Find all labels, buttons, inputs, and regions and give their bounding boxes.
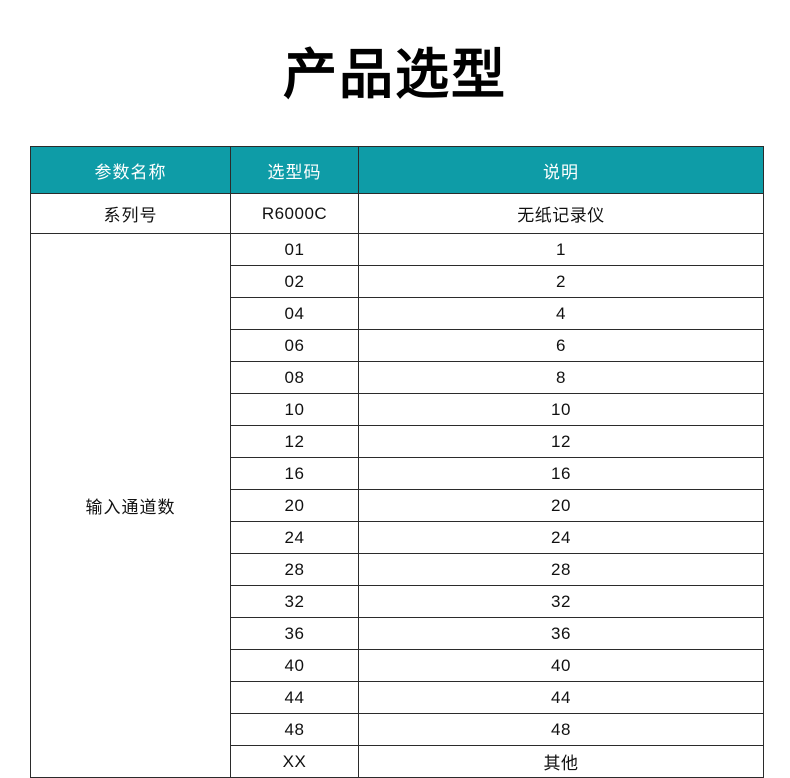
selection-code-cell: 01 bbox=[230, 233, 359, 266]
description-cell: 10 bbox=[358, 393, 764, 426]
description-cell: 20 bbox=[358, 489, 764, 522]
selection-code-cell: 10 bbox=[230, 393, 359, 426]
description-cell: 1 bbox=[358, 233, 764, 266]
selection-code-cell: 40 bbox=[230, 649, 359, 682]
description-cell: 6 bbox=[358, 329, 764, 362]
selection-code-cell: 20 bbox=[230, 489, 359, 522]
description-cell: 4 bbox=[358, 297, 764, 330]
table-row: 36 36 bbox=[31, 617, 764, 650]
description-cell: 40 bbox=[358, 649, 764, 682]
product-selection-page: 产品选型 参数名称 选型码 说明 系列号 R6000C 无纸记录仪 输入通道数 01 1 0… bbox=[30, 45, 764, 778]
param-name-cell: 输入通道数 bbox=[30, 233, 231, 778]
selection-code-cell: 08 bbox=[230, 361, 359, 394]
param-name-cell: 系列号 bbox=[30, 193, 231, 234]
column-header-selection-code: 选型码 bbox=[230, 146, 359, 194]
table-row: 16 16 bbox=[31, 457, 764, 490]
spec-table-container: 参数名称 选型码 说明 系列号 R6000C 无纸记录仪 输入通道数 01 1 02 2 04 4… bbox=[30, 146, 764, 778]
selection-code-cell: 04 bbox=[230, 297, 359, 330]
selection-code-cell: XX bbox=[230, 745, 359, 778]
selection-code-cell: 32 bbox=[230, 585, 359, 618]
table-row: 系列号 R6000C 无纸记录仪 bbox=[30, 193, 764, 234]
table-row: 04 4 bbox=[31, 297, 764, 330]
selection-code-cell: 16 bbox=[230, 457, 359, 490]
description-cell: 32 bbox=[358, 585, 764, 618]
table-row: 12 12 bbox=[31, 425, 764, 458]
selection-code-cell: 44 bbox=[230, 681, 359, 714]
page-title: 产品选型 bbox=[283, 45, 507, 105]
description-cell: 36 bbox=[358, 617, 764, 650]
table-row: 40 40 bbox=[31, 649, 764, 682]
table-row: 24 24 bbox=[31, 521, 764, 554]
description-cell: 16 bbox=[358, 457, 764, 490]
description-cell: 24 bbox=[358, 521, 764, 554]
selection-code-cell: 24 bbox=[230, 521, 359, 554]
selection-code-cell: 06 bbox=[230, 329, 359, 362]
product-selection-table: 参数名称 选型码 说明 系列号 R6000C 无纸记录仪 输入通道数 01 1 02 2 04 4… bbox=[30, 146, 764, 778]
selection-code-cell: R6000C bbox=[230, 193, 359, 234]
table-row: 44 44 bbox=[31, 681, 764, 714]
table-row: 06 6 bbox=[31, 329, 764, 362]
description-cell: 12 bbox=[358, 425, 764, 458]
table-head: 参数名称 选型码 说明 bbox=[30, 146, 764, 194]
table-row: 08 8 bbox=[31, 361, 764, 394]
selection-code-cell: 28 bbox=[230, 553, 359, 586]
selection-code-cell: 12 bbox=[230, 425, 359, 458]
table-header-row: 参数名称 选型码 说明 bbox=[30, 146, 764, 194]
description-cell: 2 bbox=[358, 265, 764, 298]
description-cell: 48 bbox=[358, 713, 764, 746]
table-body: 系列号 R6000C 无纸记录仪 输入通道数 01 1 02 2 04 4 06 6 08 8 10 10 12… bbox=[30, 193, 764, 778]
selection-code-cell: 36 bbox=[230, 617, 359, 650]
description-cell: 8 bbox=[358, 361, 764, 394]
table-row: 输入通道数 01 1 bbox=[30, 233, 764, 778]
table-row: 02 2 bbox=[31, 265, 764, 298]
table-row: 20 20 bbox=[31, 489, 764, 522]
table-row: 28 28 bbox=[31, 553, 764, 586]
description-cell: 其他 bbox=[358, 745, 764, 778]
column-header-param-name: 参数名称 bbox=[30, 146, 231, 194]
table-row: 48 48 bbox=[31, 713, 764, 746]
description-cell: 无纸记录仪 bbox=[358, 193, 764, 234]
selection-code-cell: 02 bbox=[230, 265, 359, 298]
selection-code-cell: 48 bbox=[230, 713, 359, 746]
description-cell: 44 bbox=[358, 681, 764, 714]
column-header-description: 说明 bbox=[358, 146, 764, 194]
table-row: 10 10 bbox=[31, 393, 764, 426]
description-cell: 28 bbox=[358, 553, 764, 586]
